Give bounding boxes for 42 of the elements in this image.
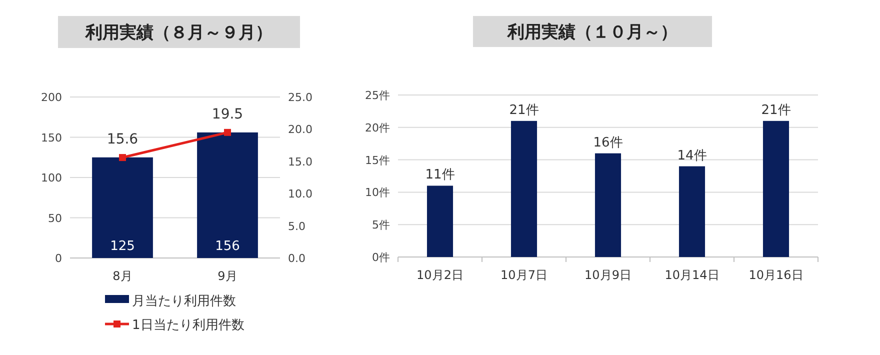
y2-tick-label: 0.0 xyxy=(288,252,306,265)
y-tick-label: 200 xyxy=(41,91,62,104)
bar xyxy=(510,120,538,257)
x-tick-label: 10月7日 xyxy=(500,268,548,282)
y2-tick-label: 15.0 xyxy=(288,155,312,168)
data-label: 16件 xyxy=(593,135,623,150)
y-tick-label: 10件 xyxy=(365,186,390,200)
chart-title: 利用実績（８月～９月） xyxy=(84,23,272,43)
data-label: 15.6 xyxy=(106,132,138,148)
y-tick-label: 100 xyxy=(41,172,62,184)
data-label: 21件 xyxy=(509,102,539,118)
bar xyxy=(426,186,454,257)
y-tick-label: 5件 xyxy=(372,218,390,232)
bar xyxy=(594,153,622,257)
data-label: 21件 xyxy=(761,102,791,118)
y-tick-label: 25件 xyxy=(365,89,390,102)
data-label: 14件 xyxy=(677,148,707,164)
data-label: 19.5 xyxy=(212,106,244,122)
chart-title: 利用実績（１０月～） xyxy=(506,22,678,42)
x-tick-label: 10月16日 xyxy=(748,268,804,282)
legend-label: 1日当たり利用件数 xyxy=(132,318,244,333)
x-tick-label: 10月9日 xyxy=(584,268,632,282)
data-label: 125 xyxy=(110,239,135,254)
y2-tick-label: 5.0 xyxy=(288,220,306,233)
bar xyxy=(762,120,790,257)
data-label: 11件 xyxy=(425,168,455,183)
bar xyxy=(678,166,706,257)
y-tick-label: 20件 xyxy=(365,121,390,134)
x-tick-label: 10月14日 xyxy=(664,268,720,282)
y2-tick-label: 20.0 xyxy=(288,123,312,136)
y2-tick-label: 25.0 xyxy=(288,91,312,104)
y2-tick-label: 10.0 xyxy=(288,188,312,201)
legend-label: 月当たり利用件数 xyxy=(132,294,236,309)
x-tick-label: 9月 xyxy=(218,269,238,283)
y-tick-label: 0 xyxy=(55,252,62,265)
y-tick-label: 15件 xyxy=(365,154,390,167)
y-tick-label: 150 xyxy=(41,131,62,144)
x-tick-label: 10月2日 xyxy=(416,268,464,282)
data-label: 156 xyxy=(215,239,240,254)
y-tick-label: 50 xyxy=(48,212,62,225)
x-tick-label: 8月 xyxy=(112,269,132,283)
y-tick-label: 0件 xyxy=(372,251,390,264)
